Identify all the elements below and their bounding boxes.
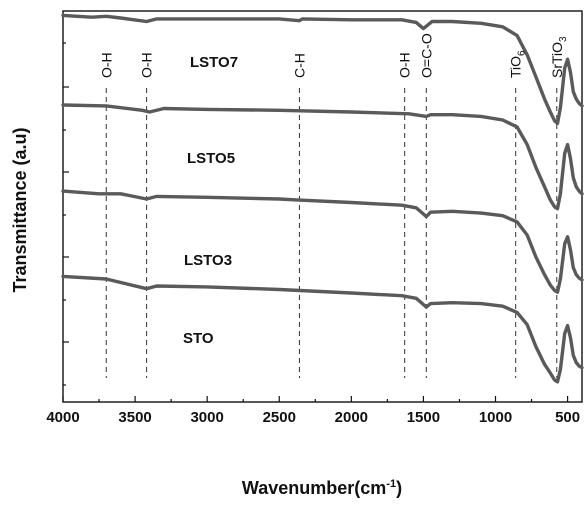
series-label-lsto7: LSTO7 bbox=[190, 54, 238, 71]
series-label-sto: STO bbox=[183, 330, 214, 347]
x-axis-title-superscript: -1 bbox=[386, 478, 396, 490]
x-axis-title: Wavenumber(cm-1) bbox=[242, 478, 402, 498]
series-line-lsto5 bbox=[61, 103, 584, 211]
band-label: O-H bbox=[98, 52, 114, 78]
band-label: C-H bbox=[291, 53, 307, 78]
band-label: SrTiO3 bbox=[549, 36, 569, 78]
x-tick-label: 1500 bbox=[407, 409, 440, 426]
x-axis-ticks: 4000 3500 3000 2500 2000 1500 1000 500 bbox=[46, 396, 580, 426]
x-tick-label: 3500 bbox=[118, 409, 151, 426]
series-line-sto bbox=[61, 274, 584, 384]
band-label: O=C-O bbox=[418, 33, 434, 78]
series-label-lsto3: LSTO3 bbox=[184, 252, 232, 269]
x-tick-label: 500 bbox=[555, 409, 580, 426]
spectra-curves bbox=[61, 13, 584, 384]
reference-lines bbox=[105, 88, 558, 378]
band-labels: O-H O-H C-H O-H O=C-O TiO6 SrTiO3 bbox=[98, 33, 569, 78]
plot-frame bbox=[62, 10, 583, 403]
series-labels: LSTO7 LSTO5 LSTO3 STO bbox=[183, 54, 238, 347]
band-label: O-H bbox=[139, 52, 155, 78]
band-label: TiO6 bbox=[508, 50, 528, 78]
series-line-lsto3 bbox=[61, 189, 584, 294]
x-tick-label: 3000 bbox=[190, 409, 223, 426]
x-tick-label: 2500 bbox=[263, 409, 296, 426]
x-tick-label: 1000 bbox=[479, 409, 512, 426]
x-tick-label: 2000 bbox=[335, 409, 368, 426]
y-axis-title: Transmittance (a.u) bbox=[10, 127, 30, 292]
y-axis-ticks bbox=[63, 42, 69, 386]
series-line-lsto7 bbox=[61, 13, 584, 126]
x-tick-label: 4000 bbox=[46, 409, 79, 426]
band-label: O-H bbox=[397, 52, 413, 78]
series-label-lsto5: LSTO5 bbox=[187, 150, 235, 167]
